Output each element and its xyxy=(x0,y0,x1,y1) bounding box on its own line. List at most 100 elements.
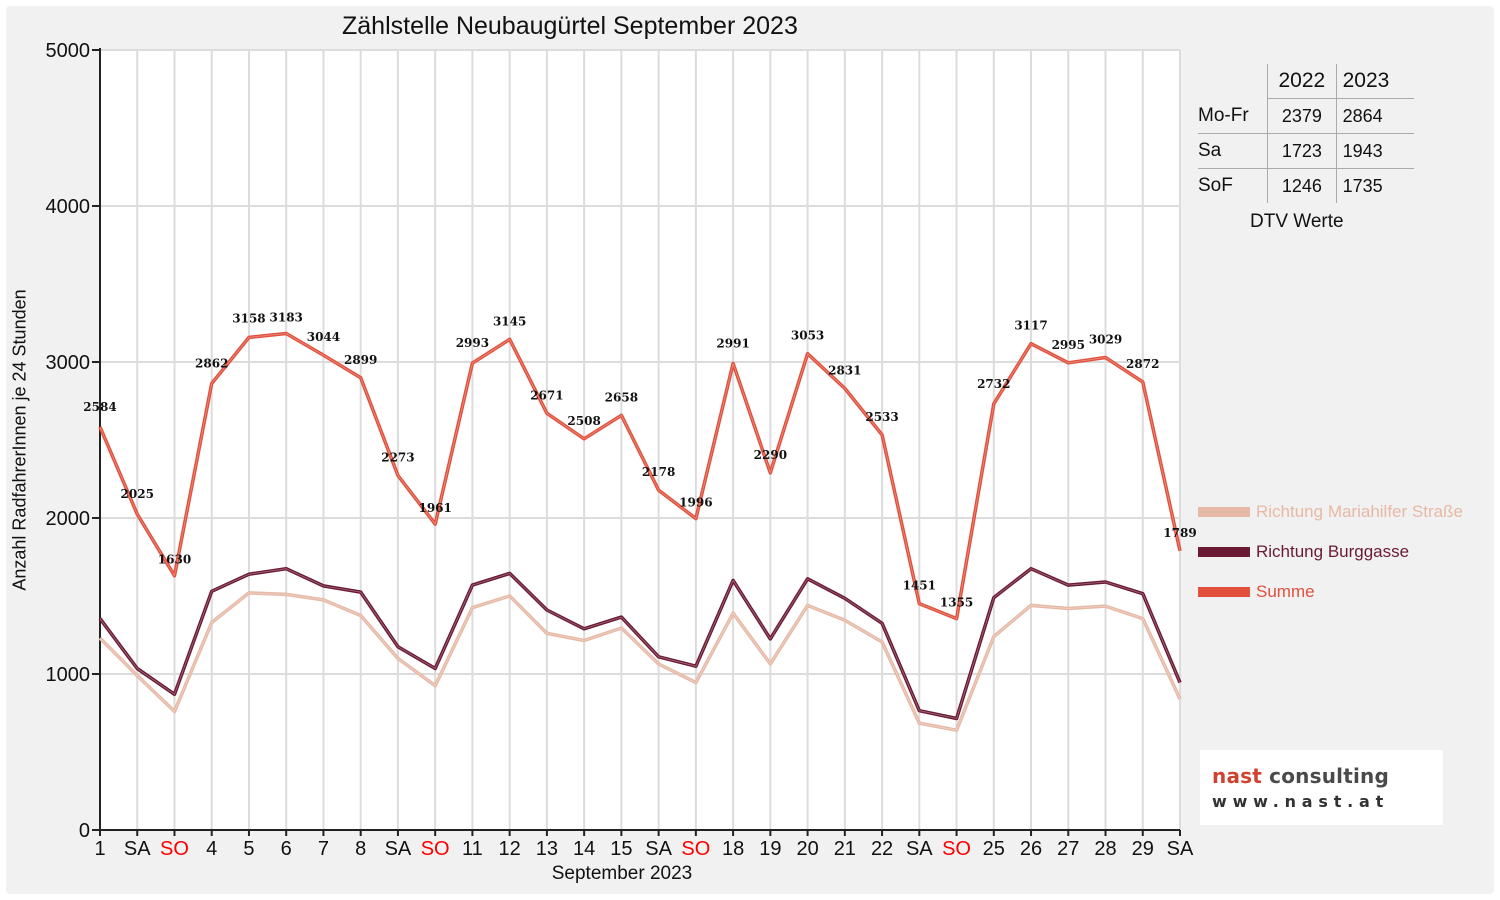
dtv-table: 2022 2023 Mo-Fr 2379 2864 Sa 1723 1943 S… xyxy=(1198,64,1414,233)
logo-brand: nast consulting xyxy=(1212,764,1389,788)
x-tick-label: 20 xyxy=(796,838,818,860)
legend-item-mariahilfer: Richtung Mariahilfer Straße xyxy=(1198,492,1463,532)
data-label: 1789 xyxy=(1163,526,1196,540)
dtv-cell-2022: 2379 xyxy=(1267,98,1337,134)
y-tick-label: 5000 xyxy=(46,40,91,62)
logo-url: www.nast.at xyxy=(1212,792,1390,811)
data-label: 1630 xyxy=(158,553,191,567)
legend-label: Richtung Burggasse xyxy=(1256,542,1410,561)
data-label: 1451 xyxy=(903,579,936,593)
series-line-highlight xyxy=(99,333,1181,619)
legend-item-burggasse: Richtung Burggasse xyxy=(1198,532,1463,572)
dtv-row-label: SoF xyxy=(1198,168,1269,203)
dtv-row: Mo-Fr 2379 2864 xyxy=(1198,98,1414,134)
x-tick-label: SO xyxy=(681,838,710,860)
dtv-cell-2023: 2864 xyxy=(1336,98,1414,134)
data-label: 3044 xyxy=(307,330,340,344)
x-tick-label: 5 xyxy=(243,838,254,860)
data-label: 2732 xyxy=(977,377,1010,391)
series-line-highlight xyxy=(99,568,1181,719)
data-label: 1996 xyxy=(679,496,712,510)
x-axis-label: September 2023 xyxy=(551,863,693,884)
x-tick-label: SO xyxy=(160,838,189,860)
x-tick-label: 25 xyxy=(983,838,1005,860)
series-line-mariahilfer xyxy=(98,591,1182,732)
dtv-cell-2023: 1735 xyxy=(1342,175,1383,196)
dtv-row: SoF 1246 1735 xyxy=(1198,168,1414,203)
data-label: 2899 xyxy=(344,353,377,367)
x-tick-label: SO xyxy=(942,838,971,860)
data-label: 2671 xyxy=(530,388,563,402)
y-tick-label: 1000 xyxy=(46,664,91,686)
y-axis-label: Anzahl RadfahrerInnen je 24 Stunden xyxy=(9,289,30,591)
x-tick-label: 6 xyxy=(281,838,292,860)
series-line-summe xyxy=(98,331,1182,621)
x-tick-label: SA xyxy=(124,838,151,860)
legend-item-summe: Summe xyxy=(1198,572,1463,612)
y-tick-label: 2000 xyxy=(46,508,91,530)
legend-label: Summe xyxy=(1256,582,1315,601)
x-tick-label: 14 xyxy=(573,838,595,860)
data-label: 2872 xyxy=(1126,357,1159,371)
data-label: 2508 xyxy=(567,414,600,428)
chart-title: Zählstelle Neubaugürtel September 2023 xyxy=(342,12,798,40)
x-tick-label: 1 xyxy=(94,838,105,860)
dtv-header-2023: 2023 xyxy=(1336,64,1414,99)
x-tick-label: 21 xyxy=(834,838,856,860)
data-label: 2995 xyxy=(1052,338,1085,352)
data-label: 2584 xyxy=(83,400,116,414)
data-label: 2178 xyxy=(642,465,675,479)
plot-area xyxy=(100,50,1180,830)
series-line-burggasse xyxy=(98,566,1182,721)
logo-brand-part1: nast xyxy=(1212,764,1262,788)
dtv-row-label: Sa xyxy=(1198,133,1269,169)
x-tick-label: SA xyxy=(645,838,672,860)
dtv-cell-2023: 1943 xyxy=(1336,133,1414,169)
y-tick-label: 0 xyxy=(79,820,90,842)
x-tick-label: SA xyxy=(906,838,933,860)
x-tick-label: 26 xyxy=(1020,838,1042,860)
data-label: 1355 xyxy=(940,596,973,610)
x-tick-label: 18 xyxy=(722,838,744,860)
dtv-caption: DTV Werte xyxy=(1250,211,1344,232)
chart-legend: Richtung Mariahilfer Straße Richtung Bur… xyxy=(1198,492,1463,612)
nast-consulting-logo: nast consulting www.nast.at xyxy=(1200,750,1443,825)
dtv-header-empty xyxy=(1198,64,1269,99)
data-label: 3183 xyxy=(270,310,303,324)
x-tick-label: 4 xyxy=(206,838,217,860)
legend-swatch xyxy=(1198,507,1250,517)
x-tick-label: 22 xyxy=(871,838,893,860)
legend-swatch xyxy=(1198,587,1250,597)
data-label: 2273 xyxy=(381,450,414,464)
dtv-header-row: 2022 2023 xyxy=(1198,64,1414,99)
dtv-cell-2022: 1723 xyxy=(1267,133,1337,169)
data-label: 2025 xyxy=(121,487,154,501)
data-label: 3158 xyxy=(232,311,265,325)
x-tick-label: 15 xyxy=(610,838,632,860)
dtv-cell-2022: 1246 xyxy=(1267,168,1337,203)
dtv-row: Sa 1723 1943 xyxy=(1198,133,1414,169)
legend-label: Richtung Mariahilfer Straße xyxy=(1256,502,1463,521)
x-tick-label: 27 xyxy=(1057,838,1079,860)
x-tick-label: SO xyxy=(421,838,450,860)
x-tick-label: 11 xyxy=(462,838,483,860)
data-label: 3145 xyxy=(493,314,526,328)
data-label: 2991 xyxy=(716,336,749,350)
data-label: 2862 xyxy=(195,357,228,371)
x-tick-label: 19 xyxy=(759,838,781,860)
x-tick-label: 8 xyxy=(355,838,366,860)
data-label: 3117 xyxy=(1014,319,1047,333)
dtv-row-label: Mo-Fr xyxy=(1198,98,1269,134)
data-label: 2831 xyxy=(828,363,861,377)
x-tick-label: 13 xyxy=(536,838,558,860)
x-tick-label: SA xyxy=(1167,838,1194,860)
data-label: 3053 xyxy=(791,329,824,343)
x-tick-label: SA xyxy=(385,838,412,860)
logo-brand-part2: consulting xyxy=(1269,764,1389,788)
dtv-header-2022: 2022 xyxy=(1267,64,1337,99)
data-label: 2533 xyxy=(865,410,898,424)
data-label: 2993 xyxy=(456,336,489,350)
legend-swatch xyxy=(1198,547,1250,557)
data-label: 1961 xyxy=(418,501,451,515)
